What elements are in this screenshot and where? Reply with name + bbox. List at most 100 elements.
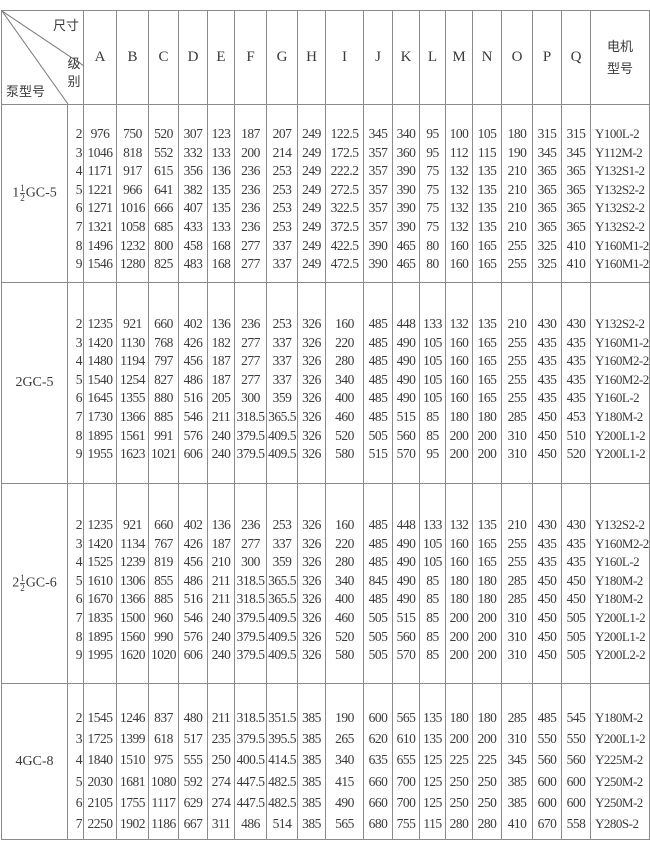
dimension-value: 685 [154, 218, 173, 234]
dimension-value: 560 [396, 628, 416, 644]
dimension-value: 132 [449, 163, 469, 179]
dimension-value: 315 [537, 126, 557, 141]
dimension-value: 249 [302, 218, 321, 234]
dimension-value: 132 [449, 200, 469, 216]
dimension-value: 400.5 [236, 752, 265, 768]
dimension-value: 514 [272, 815, 292, 831]
dimension-cell-h: 326 326 326 326 326 326 326 326 [297, 282, 326, 484]
grade-value: 3 [75, 731, 83, 747]
dimension-value: 255 [507, 371, 527, 387]
grade-value: 2 [75, 517, 83, 532]
dimension-value: 430 [566, 517, 586, 532]
column-header-f: F [234, 10, 267, 105]
dimension-value: 520 [335, 427, 354, 443]
dimension-value: 485 [368, 371, 388, 387]
dimension-value: 390 [368, 237, 388, 253]
dimension-value: 1500 [120, 609, 146, 625]
column-header-motor-model: 电机型号 [590, 10, 650, 105]
dimension-value: 85 [426, 591, 439, 607]
dimension-value: 1239 [120, 554, 146, 570]
dimension-value: 274 [211, 773, 231, 789]
dimension-value: 285 [507, 710, 527, 725]
dimension-value: 1623 [120, 446, 146, 462]
dimension-value: 165 [477, 390, 497, 406]
dimension-value: 1254 [120, 371, 146, 387]
dimension-value: 337 [272, 237, 292, 253]
dimension-value: 200 [477, 446, 497, 462]
dimension-value: 390 [396, 200, 416, 216]
dimension-value: 435 [566, 353, 586, 369]
dimension-value: 180 [477, 710, 497, 725]
grade-value: 2 [75, 316, 83, 331]
dimension-value: 249 [302, 181, 321, 197]
dimension-value: 115 [423, 815, 442, 831]
dimension-cell-m: 132 160 160 160 160 180 200 200 [445, 282, 473, 484]
dimension-value: 465 [396, 256, 416, 272]
dimension-value: 200 [241, 144, 260, 160]
dimension-value: 326 [302, 371, 321, 387]
dimension-value: 310 [507, 647, 527, 663]
grade-value: 4 [75, 752, 83, 768]
dimension-value: 105 [477, 126, 497, 141]
dimension-value: 600 [537, 794, 557, 810]
dimension-value: 433 [183, 218, 203, 234]
dimension-cell-a: 976 1046 1171 1221 1271 1321 1496 1546 [83, 104, 117, 283]
dimension-value: 200 [477, 731, 497, 747]
dimension-value: 629 [183, 794, 203, 810]
dimension-value: 187 [211, 371, 231, 387]
dimension-value: 435 [537, 353, 557, 369]
dimension-value: 430 [537, 517, 557, 532]
column-header-j: J [363, 10, 393, 105]
dimension-value: 222.2 [330, 163, 359, 179]
dimension-value: 1546 [87, 256, 114, 272]
dimension-value: 255 [507, 535, 527, 551]
grade-value: 2 [75, 126, 83, 141]
dimension-value: 767 [154, 535, 173, 551]
dimension-value: 326 [302, 427, 321, 443]
dimension-cell-l: 133 105 105 105 105 85 85 95 [419, 282, 446, 484]
dimension-value: 565 [396, 710, 416, 725]
dimension-value: 1420 [87, 535, 114, 551]
motor-model-value: Y160L-2 [595, 390, 640, 406]
motor-model-value: Y180M-2 [595, 572, 643, 588]
dimension-value: 486 [183, 572, 203, 588]
dimension-value: 253 [272, 218, 292, 234]
dimension-value: 1645 [87, 390, 114, 406]
dimension-value: 351.5 [268, 710, 296, 725]
dimension-value: 1171 [87, 163, 113, 179]
dimension-value: 456 [183, 353, 203, 369]
dimension-value: 1235 [87, 316, 114, 331]
motor-model-value: Y132S2-2 [595, 316, 645, 331]
dimension-value: 80 [426, 256, 439, 272]
dimension-value: 253 [272, 181, 292, 197]
dimension-value: 211 [211, 408, 231, 424]
dimension-cell-i: 122.5 172.5 222.2 272.5 322.5 372.5 422.5 472.5 [325, 104, 364, 283]
dimension-value: 620 [368, 731, 388, 747]
dimension-value: 300 [241, 554, 260, 570]
dimension-value: 990 [154, 628, 173, 644]
column-header-l: L [419, 10, 446, 105]
dimension-value: 365 [537, 163, 557, 179]
dimension-value: 133 [423, 517, 442, 532]
dimension-value: 318.5 [236, 710, 265, 725]
dimension-value: 322.5 [330, 200, 359, 216]
dimension-value: 249 [302, 163, 321, 179]
dimension-value: 435 [566, 334, 586, 350]
dimension-value: 365 [537, 181, 557, 197]
dimension-value: 1232 [120, 237, 146, 253]
dimension-cell-e: 211 235 250 274 274 311 [207, 683, 235, 840]
dimension-value: 345 [537, 144, 557, 160]
dimension-cell-p: 315 345 365 365 365 365 325 325 [532, 104, 562, 283]
dimension-value: 379.5 [236, 427, 265, 443]
dimension-value: 207 [272, 126, 292, 141]
dimension-value: 100 [449, 126, 469, 141]
dimension-value: 426 [183, 535, 203, 551]
dimension-value: 450 [537, 427, 557, 443]
dimension-value: 160 [449, 554, 469, 570]
motor-model-cell: Y180M-2 Y200L1-2 Y225M-2 Y250M-2 Y250M-2 Y280… [590, 683, 650, 840]
dimension-value: 311 [211, 815, 231, 831]
motor-model-cell: Y132S2-2 Y160M2-2 Y160L-2 Y180M-2 Y180M-2 Y20… [590, 483, 650, 684]
dimension-cell-l: 135 135 125 125 125 115 [419, 683, 446, 840]
dimension-value: 310 [507, 446, 527, 462]
dimension-value: 550 [566, 731, 586, 747]
